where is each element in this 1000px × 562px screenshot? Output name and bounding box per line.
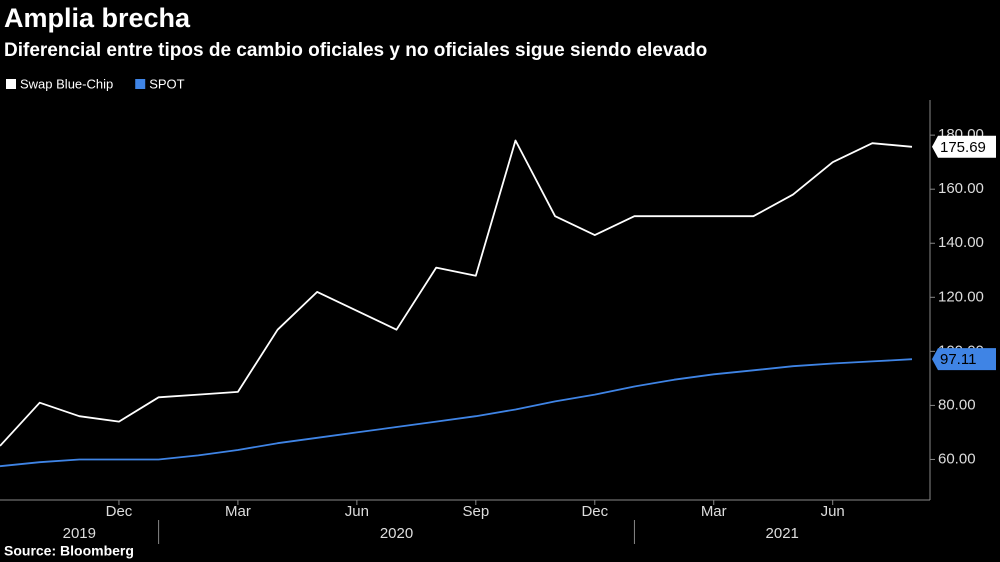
year-label: 2021 [766,525,799,542]
x-tick-label: Mar [701,503,727,520]
y-tick-label: 160.00 [938,180,984,197]
year-label: 2019 [63,525,96,542]
x-tick-label: Sep [462,503,489,520]
chart-title: Amplia brecha [4,3,191,33]
y-tick-label: 120.00 [938,288,984,305]
y-tick-label: 80.00 [938,396,976,413]
x-tick-label: Dec [581,503,608,520]
year-label: 2020 [380,525,413,542]
last-value-label: 175.69 [940,139,986,156]
x-tick-label: Dec [106,503,133,520]
series-line [0,358,913,468]
chart-subtitle: Diferencial entre tipos de cambio oficia… [4,40,707,61]
series-line [0,139,913,447]
legend-swatch [6,79,16,89]
x-tick-label: Jun [345,503,369,520]
y-tick-label: 60.00 [938,450,976,467]
y-tick-label: 140.00 [938,234,984,251]
source: Source: Bloomberg [4,543,134,559]
legend-swatch [135,79,146,89]
x-tick-label: Jun [821,503,845,520]
legend-label: Swap Blue-Chip [20,76,113,91]
last-value-label: 97.11 [940,351,976,368]
x-tick-label: Mar [225,503,251,520]
legend-label: SPOT [149,76,184,91]
last-value-box [932,135,996,158]
last-value-box [932,348,996,371]
